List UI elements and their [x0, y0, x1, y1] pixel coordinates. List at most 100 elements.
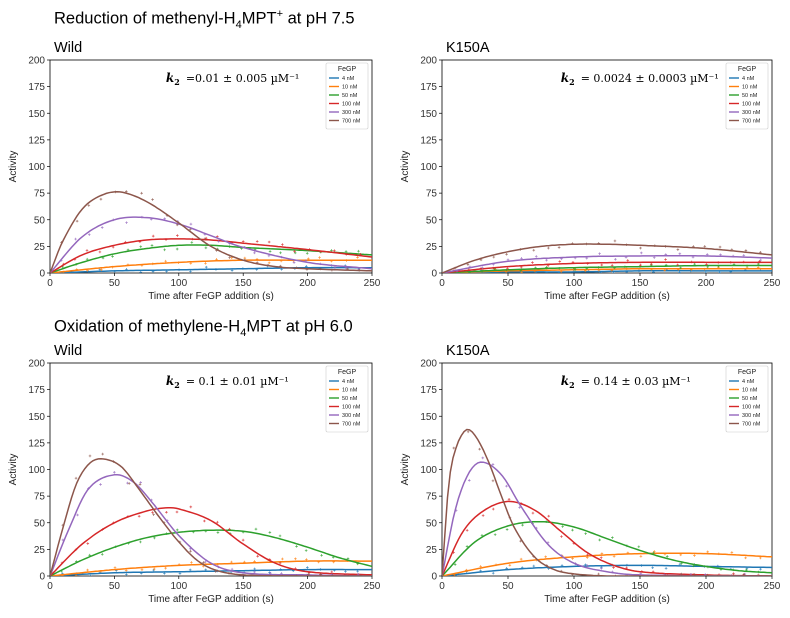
panel-label: Wild — [54, 343, 82, 359]
data-point — [151, 234, 155, 238]
data-point — [545, 258, 548, 262]
data-point — [547, 514, 551, 518]
data-point — [614, 574, 617, 576]
y-tick-label: 125 — [28, 438, 45, 449]
data-point — [491, 571, 495, 575]
data-point — [330, 268, 334, 272]
data-point — [139, 540, 142, 544]
data-point — [356, 569, 359, 573]
data-point — [612, 566, 615, 569]
data-point — [730, 267, 734, 270]
data-point — [113, 566, 117, 569]
data-point — [586, 262, 590, 265]
data-point — [560, 554, 563, 557]
legend-entry: 100 nM — [342, 405, 361, 411]
data-point — [243, 258, 247, 262]
data-point — [455, 269, 459, 273]
x-tick-label: 100 — [566, 278, 583, 289]
data-point — [508, 516, 512, 520]
data-point — [519, 271, 523, 273]
data-point — [113, 470, 116, 474]
y-tick-label: 50 — [34, 215, 46, 226]
data-point — [679, 266, 682, 270]
data-point — [241, 240, 245, 243]
data-point — [140, 264, 144, 267]
x-tick-label: 150 — [632, 581, 649, 592]
data-point — [255, 257, 259, 261]
series-line-700-nM — [50, 458, 372, 576]
data-point — [571, 528, 574, 532]
data-point — [214, 268, 218, 271]
data-point — [506, 258, 510, 262]
data-point — [664, 263, 668, 267]
data-point — [331, 555, 335, 559]
data-point — [163, 248, 166, 252]
data-point — [639, 572, 643, 575]
data-point — [255, 574, 259, 576]
data-point — [505, 528, 509, 531]
data-point — [651, 566, 654, 570]
data-point — [703, 245, 707, 248]
data-point — [189, 261, 193, 265]
data-point — [557, 246, 561, 249]
data-point — [127, 541, 130, 545]
y-tick-label: 100 — [420, 465, 437, 476]
data-point — [481, 456, 485, 460]
data-point — [611, 570, 614, 574]
data-point — [732, 572, 735, 576]
data-point — [267, 261, 271, 265]
row-title-oxidation: Oxidation of methylene-H4MPT at pH 6.0 — [54, 317, 353, 339]
series-line-300-nM — [442, 255, 772, 273]
data-point — [217, 240, 221, 243]
data-point — [730, 248, 734, 251]
data-point — [89, 574, 92, 576]
y-axis-label: Activity — [400, 151, 411, 183]
data-point — [532, 555, 535, 558]
data-point — [732, 574, 735, 576]
data-point — [610, 263, 614, 267]
data-point — [74, 263, 78, 266]
data-point — [505, 484, 508, 488]
legend-entry: 700 nM — [342, 119, 361, 125]
data-point — [255, 261, 259, 264]
data-point — [491, 266, 495, 270]
data-point — [706, 550, 710, 554]
x-axis-label: Time after FeGP addition (s) — [544, 594, 670, 605]
data-point — [162, 521, 166, 524]
data-point — [62, 262, 66, 266]
data-point — [481, 514, 485, 517]
data-point — [177, 261, 180, 264]
data-point — [664, 567, 668, 570]
data-point — [190, 561, 193, 564]
series-line-50-nM — [50, 529, 372, 576]
data-point — [626, 551, 630, 555]
data-point — [87, 487, 90, 490]
data-point — [600, 567, 603, 570]
data-point — [521, 523, 524, 527]
data-point — [241, 267, 245, 270]
data-point — [266, 263, 270, 267]
data-point — [307, 571, 311, 574]
data-point — [676, 248, 680, 251]
data-point — [759, 567, 762, 571]
data-point — [652, 550, 656, 553]
data-point — [691, 255, 695, 259]
data-point — [111, 265, 114, 269]
data-point — [494, 563, 498, 567]
data-point — [491, 463, 495, 466]
data-point — [557, 271, 561, 273]
data-point — [280, 255, 283, 259]
data-point — [586, 574, 590, 576]
data-point — [163, 572, 166, 575]
x-tick-label: 100 — [170, 581, 187, 592]
data-point — [75, 560, 78, 563]
data-point — [75, 268, 79, 271]
data-point — [204, 529, 208, 533]
y-tick-label: 150 — [420, 412, 437, 423]
series-line-10-nM — [442, 552, 772, 576]
series-line-300-nM — [442, 461, 772, 576]
series-line-10-nM — [50, 259, 372, 273]
series-line-700-nM — [442, 428, 772, 576]
data-point — [177, 563, 181, 566]
data-point — [546, 541, 550, 544]
